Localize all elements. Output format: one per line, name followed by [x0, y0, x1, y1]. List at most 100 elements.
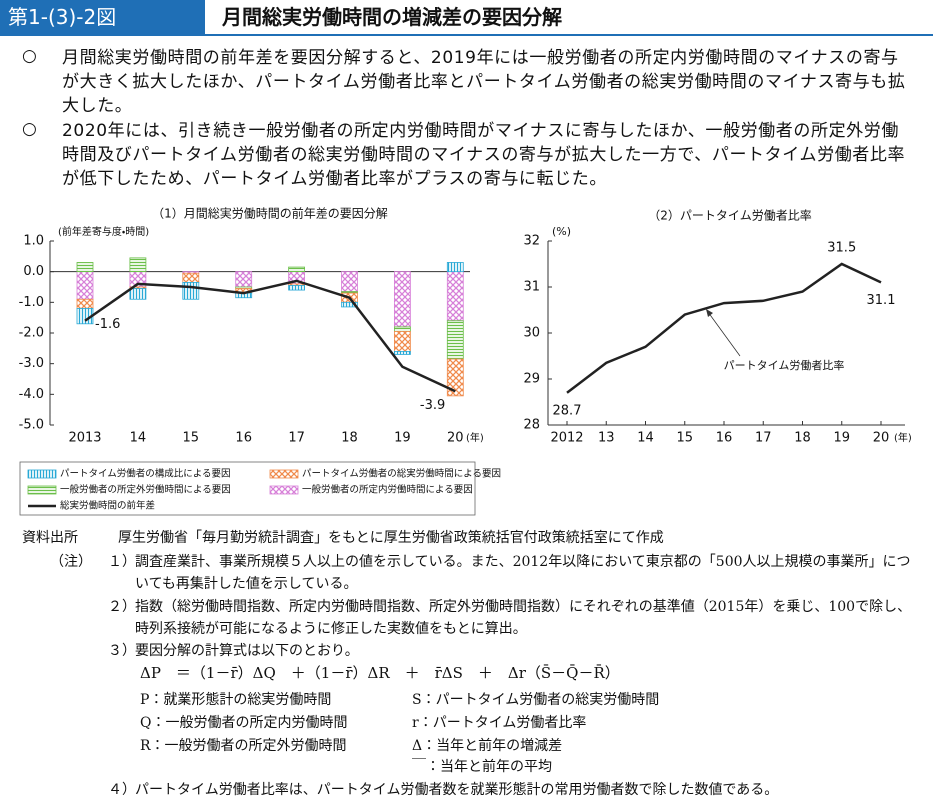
x-tick-label: 16 [716, 431, 733, 446]
bar-segment [76, 271, 94, 300]
bar-segment [446, 320, 464, 360]
bar-segment [393, 350, 411, 355]
y-tick-label: -5.0 [19, 418, 44, 433]
data-label: 31.5 [827, 241, 856, 256]
x-unit: (年) [466, 431, 484, 444]
note-number: １） [108, 554, 136, 570]
y-axis-label: (前年差寄与度・時間) [58, 225, 149, 238]
legend-label: 一般労働者の所定内労働時間による要因 [302, 484, 473, 496]
bar-segment [393, 326, 411, 332]
bar-segment [76, 262, 94, 273]
bar-segment [76, 298, 94, 309]
y-tick-label: 1.0 [23, 234, 44, 249]
definition: S：パートタイム労働者の総実労働時間 [412, 692, 660, 708]
figure-number: 第1-(3)-2図 [0, 0, 205, 34]
source-text: 厚生労働省「毎月勤労統計調査」をもとに厚生労働省政策統括官付政策統括室にて作成 [118, 530, 664, 546]
legend-label: パートタイム労働者の構成比による要因 [60, 468, 231, 480]
bullet-mark: ○ [22, 46, 37, 66]
bar-segment [129, 288, 147, 300]
x-unit: (年) [894, 431, 912, 444]
note-text: 指数（総労働時間指数、所定内労働時間指数、所定外労働時間指数）にそれぞれの基準値… [135, 599, 912, 637]
y-tick-label: 31 [523, 280, 540, 295]
bar-segment [446, 358, 464, 397]
note-number: ４） [108, 782, 136, 798]
data-label: 31.1 [867, 293, 896, 308]
x-tick-label: 14 [130, 431, 147, 446]
annotation: パートタイム労働者比率 [724, 358, 845, 372]
y-unit: (%) [552, 225, 571, 238]
y-tick-label: 0.0 [23, 264, 44, 279]
y-tick-label: 29 [523, 372, 540, 387]
formula: ΔP ＝（1－r̄）ΔQ ＋（1－r̄）ΔR ＋ r̄ΔS ＋ Δr（S̄－Q̄… [140, 664, 620, 682]
x-tick-label: 15 [676, 431, 693, 446]
legend-label: 総実労働時間の前年差 [60, 500, 155, 512]
legend-swatch [27, 469, 57, 479]
bullet-text: 2020年には、引き続き一般労働者の所定内労働時間がマイナスに寄与したほか、一般… [62, 121, 906, 189]
x-tick-label: 15 [183, 431, 200, 446]
bar-segment [393, 331, 411, 352]
x-tick-label: 16 [235, 431, 252, 446]
source-label: 資料出所 [22, 530, 78, 546]
y-tick-label: 32 [523, 234, 540, 249]
legend-swatch [27, 485, 57, 495]
definition: Δ：当年と前年の増減差 [412, 738, 563, 754]
note-number: ３） [108, 643, 136, 659]
x-tick-label: 19 [394, 431, 411, 446]
definition: R：一般労働者の所定外労働時間 [140, 738, 347, 754]
bar-segment [393, 271, 411, 328]
legend-label: 一般労働者の所定外労働時間による要因 [60, 484, 231, 496]
legend-swatch [269, 485, 299, 495]
x-tick-label: 18 [794, 431, 811, 446]
bar-segment [288, 266, 306, 273]
y-tick-label: -2.0 [19, 326, 44, 341]
y-tick-label: -3.0 [19, 356, 44, 371]
total-line [84, 279, 456, 393]
bar-segment [341, 271, 358, 292]
legend-label: パートタイム労働者の総実労働時間による要因 [302, 468, 501, 480]
y-tick-label: 28 [523, 418, 540, 433]
data-label: -3.9 [420, 398, 445, 413]
bar-segment [235, 271, 253, 288]
definition: P：就業形態計の総実労働時間 [140, 692, 332, 708]
annotation-arrow [707, 311, 741, 357]
bar-segment [288, 285, 306, 291]
bar-segment [446, 271, 464, 322]
note-number: ２） [108, 599, 136, 615]
y-tick-label: 30 [523, 326, 540, 341]
bar-segment [446, 262, 464, 273]
y-tick-label: -4.0 [19, 387, 44, 402]
bullet-mark: ○ [22, 119, 37, 139]
note-text: 要因分解の計算式は以下のとおり。 [135, 643, 359, 659]
annotation-arrowhead [706, 309, 713, 317]
bar-segment [129, 257, 147, 273]
bar-segment [182, 281, 200, 300]
notes-label: （注） [50, 554, 92, 570]
chart-title: （2）パートタイム労働者比率 [648, 209, 811, 223]
note-text: 調査産業計、事業所規模５人以上の値を示している。また、2012年以降において東京… [135, 554, 911, 592]
data-label: -1.6 [95, 317, 120, 332]
definition: Q：一般労働者の所定内労働時間 [140, 715, 348, 731]
x-tick-label: 18 [341, 431, 358, 446]
chart-title: （1）月間総実労働時間の前年差の要因分解 [152, 206, 388, 221]
legend-box [19, 461, 476, 516]
y-tick-label: -1.0 [19, 295, 44, 310]
definition: ￣：当年と前年の平均 [412, 759, 552, 775]
x-tick-label: 17 [288, 431, 305, 446]
x-tick-label: 20 [447, 431, 464, 446]
x-tick-label: 13 [598, 431, 615, 446]
header-rule [0, 34, 933, 36]
x-tick-label: 17 [755, 431, 772, 446]
bar-segment [182, 272, 200, 283]
x-tick-label: 2012 [550, 431, 583, 446]
x-tick-label: 2013 [68, 431, 101, 446]
note-text: パートタイム労働者比率は、パートタイム労働者数を就業形態計の常用労働者数で除した… [135, 782, 779, 798]
ratio-line [566, 262, 882, 394]
figure-title: 月間総実労働時間の増減差の要因分解 [222, 5, 562, 29]
x-tick-label: 19 [833, 431, 850, 446]
data-label: 28.7 [553, 403, 582, 418]
x-tick-label: 14 [637, 431, 654, 446]
definition: r：パートタイム労働者比率 [412, 715, 587, 731]
